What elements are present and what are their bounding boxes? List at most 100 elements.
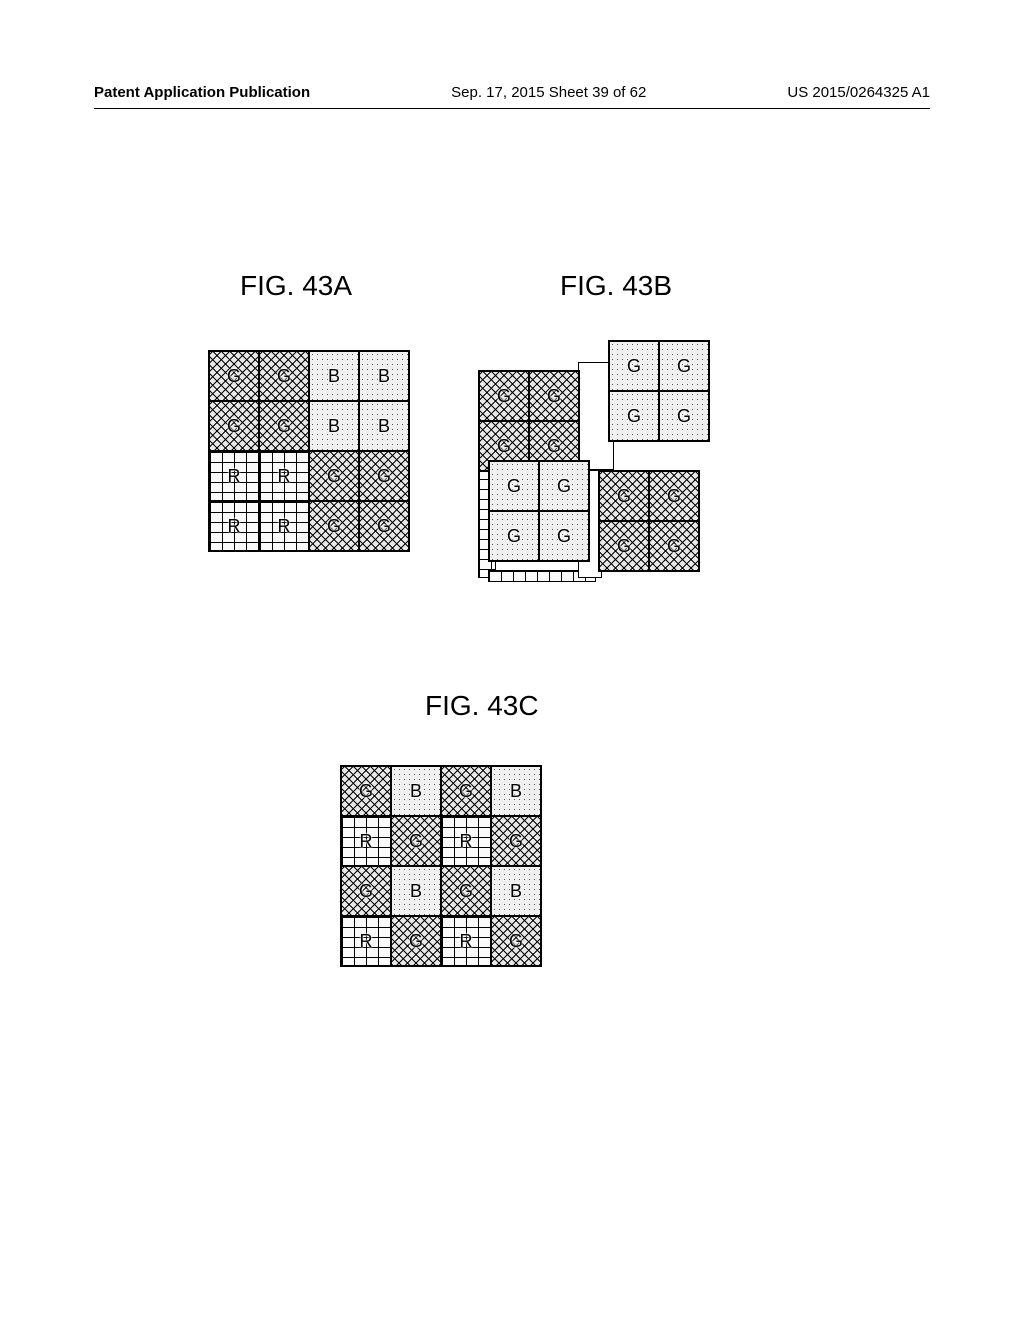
cell-a-0-3: B <box>359 351 409 401</box>
cell-c-1-0: R <box>341 816 391 866</box>
cell-label: G <box>677 356 691 377</box>
fig43a: G G B B G G B B R R G G R R G G <box>208 350 410 552</box>
cell-label: R <box>228 516 241 537</box>
fig43b-container: G G G G G G G G G G G G G G G G <box>478 340 738 600</box>
fig43a-title: FIG. 43A <box>240 270 352 302</box>
cell-label: G <box>409 931 423 952</box>
cell-label: G <box>547 386 561 407</box>
cell-label: B <box>328 366 340 387</box>
cell-label: B <box>510 781 522 802</box>
cell-a-0-0: G <box>209 351 259 401</box>
cell-label: G <box>557 526 571 547</box>
cell-label: R <box>278 516 291 537</box>
cell-label: R <box>360 831 373 852</box>
cell-a-2-1: R <box>259 451 309 501</box>
cell-b-bl-2: G <box>489 511 539 561</box>
cell-c-3-3: G <box>491 916 541 966</box>
cell-label: R <box>460 831 473 852</box>
cell-label: G <box>507 476 521 497</box>
cell-a-1-1: G <box>259 401 309 451</box>
fig43a-grid: G G B B G G B B R R G G R R G G <box>208 350 410 552</box>
cell-label: G <box>459 881 473 902</box>
cell-label: G <box>627 356 641 377</box>
fig43b-title: FIG. 43B <box>560 270 672 302</box>
cell-c-0-3: B <box>491 766 541 816</box>
cell-label: B <box>410 881 422 902</box>
cell-a-3-1: R <box>259 501 309 551</box>
cell-b-tr-1: G <box>659 341 709 391</box>
cell-label: G <box>677 406 691 427</box>
cell-a-3-2: G <box>309 501 359 551</box>
cell-label: R <box>360 931 373 952</box>
cell-label: G <box>377 466 391 487</box>
cell-c-0-2: G <box>441 766 491 816</box>
cell-label: G <box>327 516 341 537</box>
cell-c-2-2: G <box>441 866 491 916</box>
cell-b-br-1: G <box>649 471 699 521</box>
cell-label: G <box>497 386 511 407</box>
cell-label: G <box>547 436 561 457</box>
cell-b-bl-3: G <box>539 511 589 561</box>
cell-c-3-2: R <box>441 916 491 966</box>
page-header: Patent Application Publication Sep. 17, … <box>94 84 930 107</box>
cell-label: G <box>617 486 631 507</box>
fig43c-grid: G B G B R G R G G B G B R G R G <box>340 765 542 967</box>
layer-tl: G G G G <box>478 370 580 472</box>
cell-label: R <box>228 466 241 487</box>
cell-label: G <box>227 416 241 437</box>
cell-b-tr-0: G <box>609 341 659 391</box>
cell-a-2-3: G <box>359 451 409 501</box>
cell-c-2-3: B <box>491 866 541 916</box>
cell-label: G <box>509 831 523 852</box>
cell-label: B <box>328 416 340 437</box>
cell-label: G <box>359 781 373 802</box>
cell-c-2-0: G <box>341 866 391 916</box>
cell-c-1-3: G <box>491 816 541 866</box>
cell-c-3-1: G <box>391 916 441 966</box>
cell-a-2-2: G <box>309 451 359 501</box>
cell-c-0-0: G <box>341 766 391 816</box>
cell-a-0-2: B <box>309 351 359 401</box>
cell-b-bl-1: G <box>539 461 589 511</box>
cell-label: G <box>497 436 511 457</box>
cell-label: G <box>627 406 641 427</box>
cell-c-1-1: G <box>391 816 441 866</box>
fig43c: G B G B R G R G G B G B R G R G <box>340 765 542 967</box>
fig43b: G G G G G G G G G G G G G G G G <box>478 340 738 600</box>
cell-label: G <box>377 516 391 537</box>
cell-a-0-1: G <box>259 351 309 401</box>
layer-bl: G G G G <box>488 460 590 562</box>
cell-a-1-2: B <box>309 401 359 451</box>
cell-a-3-0: R <box>209 501 259 551</box>
cell-label: R <box>460 931 473 952</box>
cell-b-tr-2: G <box>609 391 659 441</box>
cell-label: G <box>667 486 681 507</box>
cell-label: G <box>557 476 571 497</box>
header-right: US 2015/0264325 A1 <box>787 84 930 101</box>
cell-a-1-0: G <box>209 401 259 451</box>
cell-b-br-0: G <box>599 471 649 521</box>
cell-label: G <box>617 536 631 557</box>
cell-b-bl-0: G <box>489 461 539 511</box>
cell-label: G <box>277 416 291 437</box>
cell-b-tl-1: G <box>529 371 579 421</box>
cell-label: G <box>277 366 291 387</box>
cell-label: B <box>410 781 422 802</box>
cell-b-tr-3: G <box>659 391 709 441</box>
cell-label: R <box>278 466 291 487</box>
cell-label: B <box>510 881 522 902</box>
cell-label: G <box>409 831 423 852</box>
header-mid: Sep. 17, 2015 Sheet 39 of 62 <box>451 84 646 101</box>
cell-c-2-1: B <box>391 866 441 916</box>
header-left: Patent Application Publication <box>94 84 310 101</box>
cell-c-1-2: R <box>441 816 491 866</box>
cell-label: G <box>359 881 373 902</box>
cell-a-1-3: B <box>359 401 409 451</box>
cell-b-br-3: G <box>649 521 699 571</box>
cell-a-3-3: G <box>359 501 409 551</box>
cell-label: G <box>507 526 521 547</box>
fig43c-title: FIG. 43C <box>425 690 539 722</box>
cell-c-0-1: B <box>391 766 441 816</box>
cell-c-3-0: R <box>341 916 391 966</box>
cell-b-tl-0: G <box>479 371 529 421</box>
